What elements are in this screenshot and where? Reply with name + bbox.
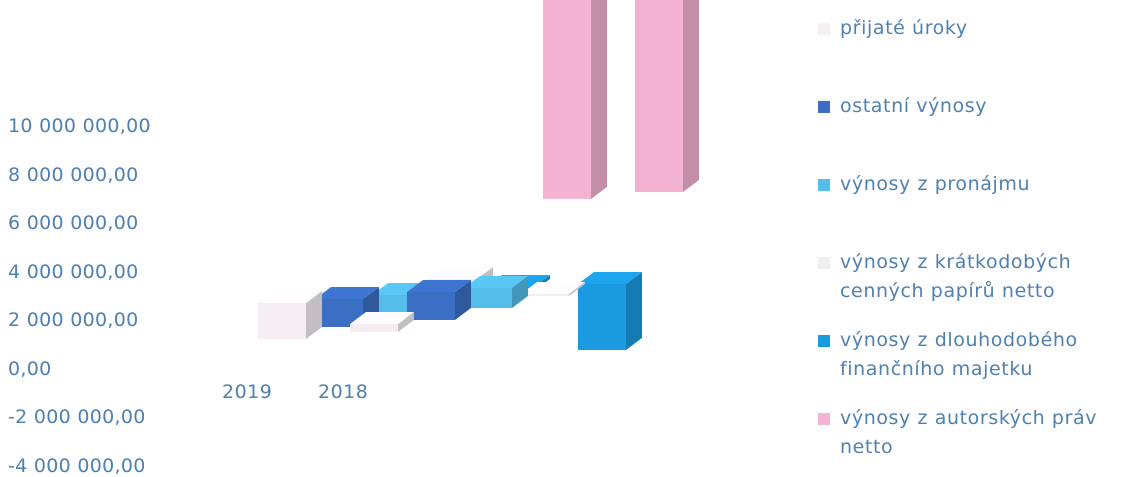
legend-label: výnosy z dlouhodobého [840, 329, 1078, 351]
y-tick-label: -4 000 000,00 [8, 454, 146, 477]
bar-series-0-cat-1-top [350, 312, 414, 324]
bar-series-4-cat-1-side [626, 272, 642, 350]
legend-item: přijaté úroky [818, 14, 1144, 43]
bar-series-5-cat-0 [543, 0, 591, 199]
bar-series-0-cat-0 [258, 303, 306, 339]
x-tick-label: 2019 [222, 381, 273, 403]
bar-series-3-cat-1 [521, 294, 569, 296]
legend-item: výnosy z pronájmu [818, 170, 1144, 199]
bar-series-4-cat-1-top [578, 272, 642, 284]
bar-series-2-cat-1 [464, 288, 512, 308]
legend-label: výnosy z krátkodobých [840, 251, 1072, 273]
legend-item: výnosy z krátkodobých cenných papírů nett… [818, 248, 1144, 306]
y-tick-label: 4 000 000,00 [8, 260, 139, 283]
legend-item: výnosy z autorských práv netto [818, 404, 1144, 462]
bar-series-1-cat-0 [315, 299, 363, 327]
bar-series-1-cat-0-top [315, 287, 379, 299]
legend-label: cenných papírů netto [840, 280, 1056, 302]
legend-label: přijaté úroky [840, 17, 968, 39]
bar-series-5-cat-1 [635, 0, 683, 192]
bar-series-0-cat-0-top [258, 291, 322, 303]
legend-label: netto [840, 436, 894, 458]
legend-item: výnosy z dlouhodobého finančního majetku [818, 326, 1144, 384]
bar-series-0-cat-1 [350, 324, 398, 332]
legend-swatch [818, 101, 830, 113]
bar-series-5-cat-0-side [591, 0, 607, 199]
y-tick-label: 8 000 000,00 [8, 163, 139, 186]
bar-series-4-cat-1 [578, 284, 626, 350]
x-tick-label: 2018 [318, 381, 369, 403]
y-tick-label: 6 000 000,00 [8, 212, 139, 234]
bar-series-0-cat-1-side [398, 312, 414, 332]
legend-label: výnosy z pronájmu [840, 173, 1031, 195]
legend-swatch [818, 179, 830, 191]
bar-series-3-cat-1-top [521, 282, 585, 294]
y-tick-label: 10 000 000,00 [8, 115, 151, 137]
bar-series-5-cat-1-side [683, 0, 699, 192]
y-tick-label: -2 000 000,00 [8, 406, 146, 428]
y-tick-label: 2 000 000,00 [8, 309, 139, 331]
bar-series-1-cat-1-top [407, 280, 471, 292]
legend-label: finančního majetku [840, 358, 1033, 380]
legend-label: výnosy z autorských práv [840, 407, 1098, 429]
legend-swatch [818, 413, 830, 425]
bar-series-1-cat-1 [407, 292, 455, 320]
legend-item: ostatní výnosy [818, 92, 1144, 121]
bar-series-2-cat-1-top [464, 276, 528, 288]
bar-series-3-cat-0-top [429, 267, 493, 279]
bar-series-3-cat-1-side [569, 282, 585, 296]
legend-swatch [818, 257, 830, 269]
bar-series-1-cat-1-side [455, 280, 471, 320]
legend-swatch [818, 23, 830, 35]
bar-series-0-cat-0-side [306, 291, 322, 339]
legend-swatch [818, 335, 830, 347]
legend-label: ostatní výnosy [840, 95, 988, 117]
bar-series-2-cat-1-side [512, 276, 528, 308]
y-tick-label: 0,00 [8, 357, 52, 380]
